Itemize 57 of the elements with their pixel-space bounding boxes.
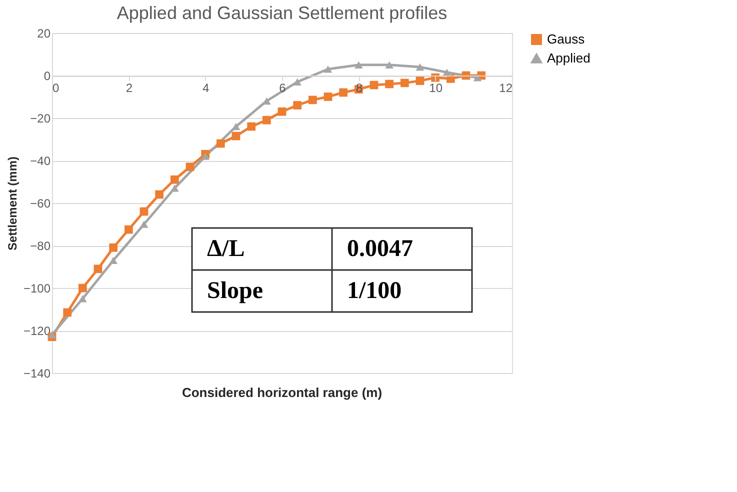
y-tick-label: −80 [30, 239, 51, 253]
legend-label: Applied [547, 50, 590, 66]
y-tick-label: 0 [44, 69, 51, 83]
point [186, 162, 194, 172]
x-tick-label: 2 [126, 81, 133, 95]
point [201, 152, 210, 160]
point [385, 80, 394, 88]
y-tick-label: 20 [37, 26, 51, 40]
point [124, 225, 133, 234]
y-tick-label: −40 [30, 154, 51, 168]
point [140, 220, 148, 228]
x-tick-label: 4 [202, 81, 210, 95]
point [170, 175, 179, 184]
point [308, 96, 317, 104]
point [78, 284, 87, 292]
annotation: Δ/L [207, 236, 245, 262]
point [170, 184, 179, 192]
point [324, 66, 332, 73]
annotation: Slope [207, 278, 264, 304]
point [400, 78, 409, 88]
point [324, 92, 332, 101]
y-tick-label: −100 [23, 282, 51, 296]
point [109, 243, 118, 252]
point [109, 256, 118, 264]
y-axis-title: Settlement (mm) [5, 156, 20, 251]
chart-title: Applied and Gaussian Settlement profiles [116, 3, 448, 23]
legend-label: Gauss [547, 32, 586, 46]
point [385, 61, 394, 68]
point [216, 139, 225, 148]
x-tick-label: 6 [279, 81, 286, 95]
x-tick-label: 10 [429, 81, 443, 95]
point [416, 63, 424, 71]
point [63, 308, 72, 317]
point [155, 190, 164, 199]
point [247, 122, 256, 131]
point [78, 295, 87, 302]
x-tick-label: 12 [499, 81, 513, 95]
annotation: 1/100 [347, 278, 402, 304]
point [94, 264, 102, 274]
point [232, 132, 240, 140]
y-tick-label: −60 [30, 196, 51, 210]
annotation: 0.0047 [347, 236, 413, 262]
x-axis-title: Considered horizontal range (m) [182, 385, 382, 400]
y-tick-label: −120 [23, 324, 51, 338]
point [354, 61, 363, 68]
x-tick-label: 8 [356, 81, 363, 95]
x-tick-label: 0 [52, 81, 60, 95]
point [293, 101, 302, 110]
point [140, 207, 148, 216]
y-tick-label: −20 [30, 112, 51, 126]
point [262, 116, 271, 124]
point [339, 88, 348, 97]
point [416, 76, 424, 85]
point [293, 78, 302, 86]
point [370, 80, 378, 90]
point [278, 107, 286, 116]
y-tick-label: −140 [23, 366, 51, 380]
